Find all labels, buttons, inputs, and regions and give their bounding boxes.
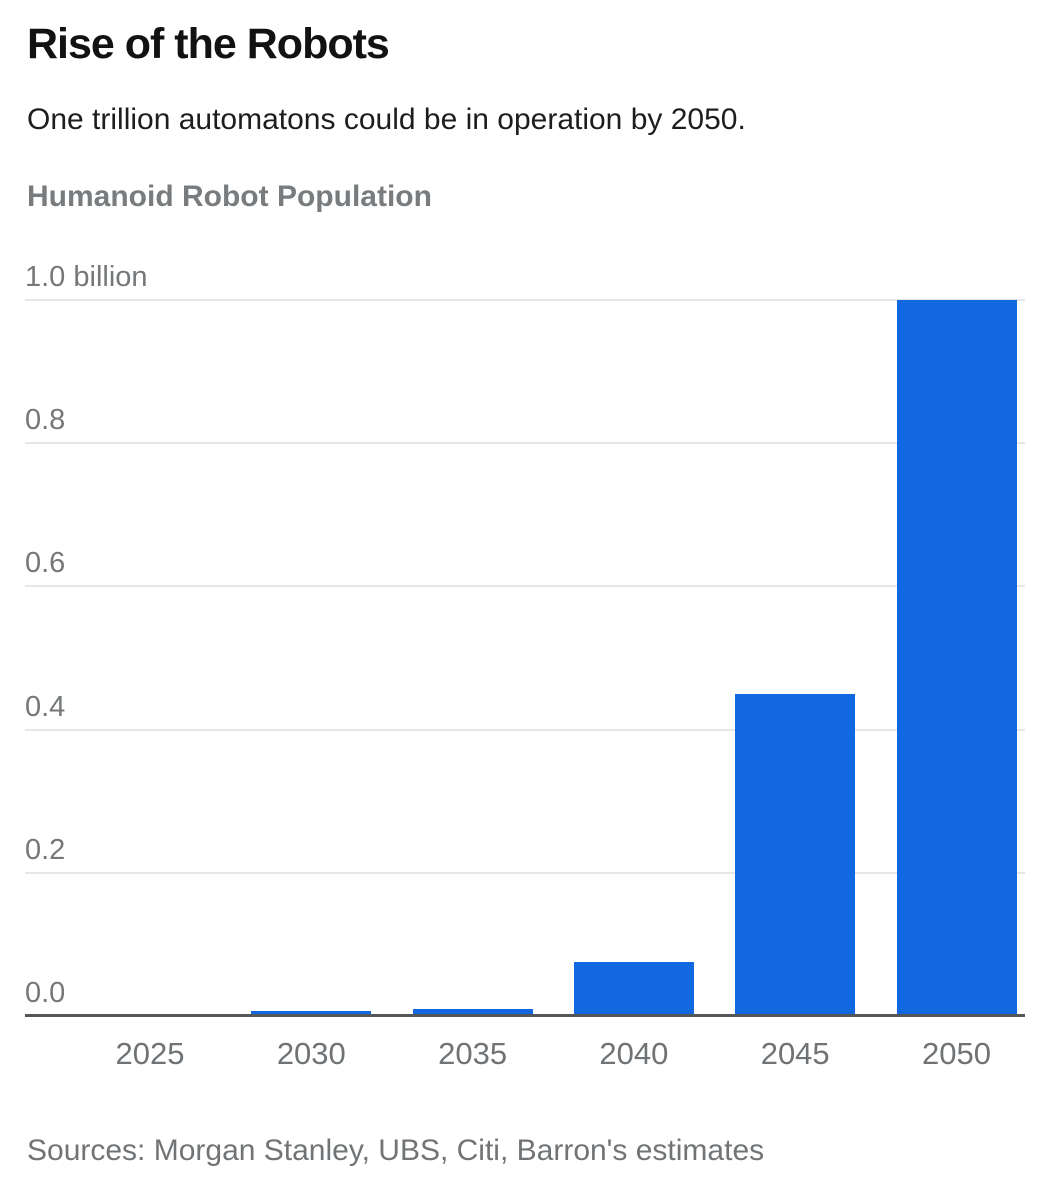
gridline [25, 299, 1025, 301]
y-tick-label: 0.4 [25, 690, 66, 723]
x-tick-label: 2030 [276, 1036, 346, 1071]
gridline [25, 871, 1025, 874]
bar-2045 [735, 694, 856, 1016]
sources-note: Sources: Morgan Stanley, UBS, Citi, Barr… [27, 1134, 765, 1167]
chart-heading: Humanoid Robot Population [27, 180, 432, 213]
x-tick-label: 2040 [599, 1036, 669, 1071]
gridline [25, 728, 1025, 731]
y-tick-label: 0.8 [25, 404, 66, 437]
x-axis: 2025 2030 2035 2040 2045 2050 [25, 1036, 1025, 1076]
page-title: Rise of the Robots [27, 20, 390, 68]
x-tick-label: 2025 [115, 1036, 185, 1071]
y-tick-label: 0.6 [25, 547, 66, 580]
x-tick-label: 2050 [922, 1036, 991, 1071]
x-tick-label: 2035 [438, 1036, 508, 1071]
bar-2040 [573, 962, 694, 1016]
y-tick-label: 0.2 [25, 833, 66, 866]
bar-2035 [412, 1009, 533, 1016]
y-tick-label: 0.0 [25, 977, 66, 1009]
gridline [25, 585, 1025, 588]
page-subtitle: One trillion automatons could be in oper… [27, 103, 746, 136]
x-tick-label: 2045 [760, 1036, 830, 1071]
y-tick-label: 1.0 billion [25, 261, 148, 293]
bar-2050 [896, 300, 1017, 1016]
gridline [25, 442, 1025, 445]
bar-2030 [251, 1011, 372, 1016]
x-axis-baseline [25, 1014, 1025, 1017]
plot-area: 1.0 billion 0.8 0.6 0.4 0.2 0.0 [25, 261, 1025, 1017]
